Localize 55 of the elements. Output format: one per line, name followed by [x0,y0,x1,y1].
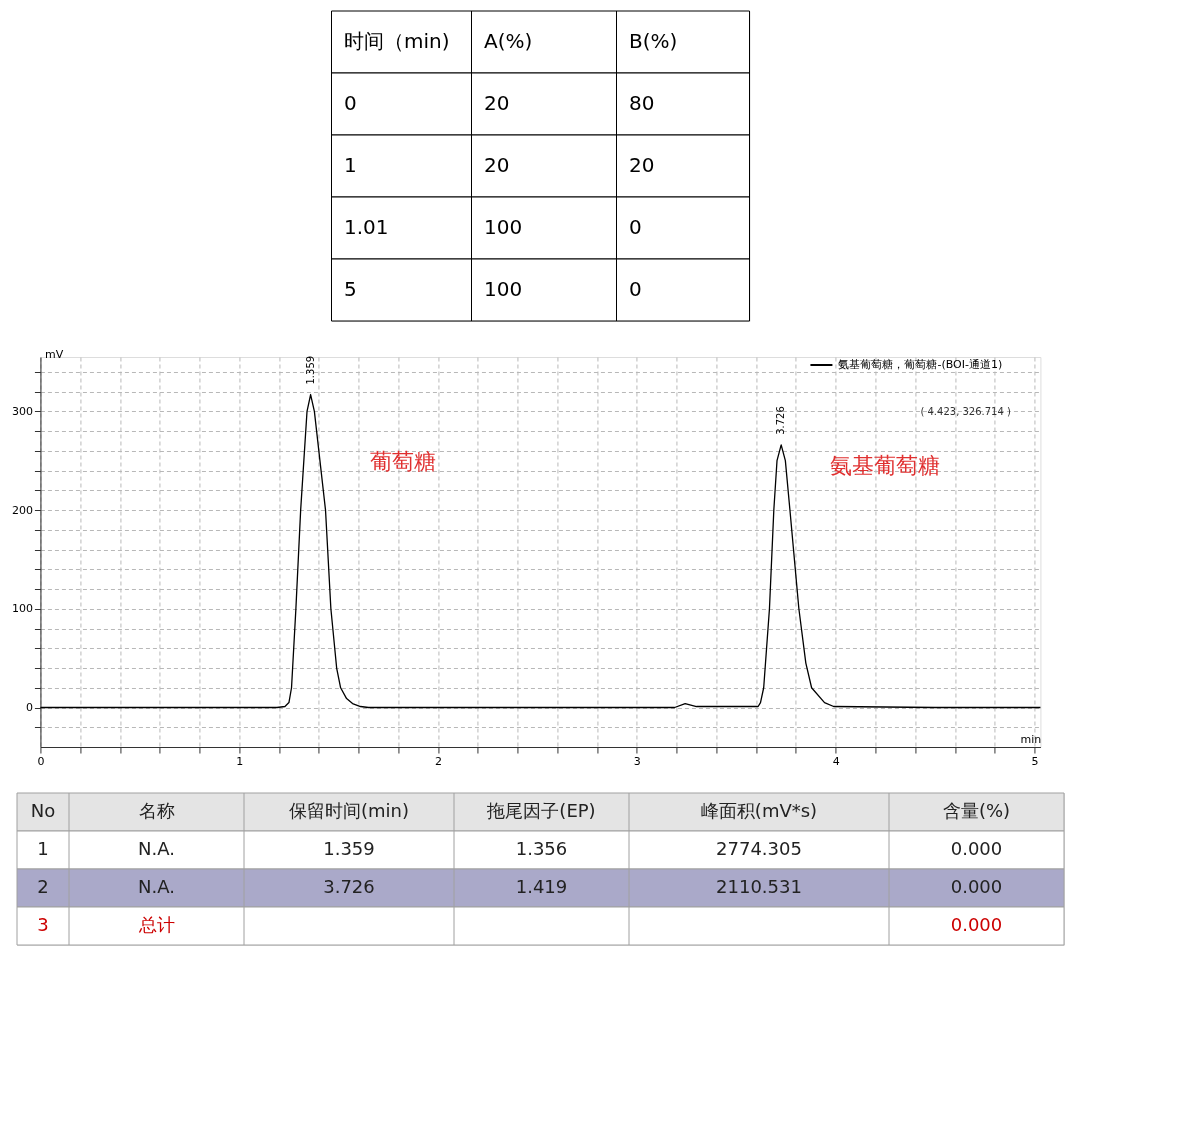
text: 1.01 [344,215,389,239]
y-tick-label: 300 [11,404,33,418]
x-tick-label: 0 [37,754,45,768]
y-tick-label: 0 [25,701,33,715]
x-tick-label: 3 [633,754,641,768]
text: 1.359 [323,838,375,859]
x-axis-title: min [1020,732,1042,746]
category-label: A(%) [484,29,533,53]
text: 20 [484,153,510,177]
category-label: 拖尾因子(EP) [486,800,596,821]
y-axis-title: mV [44,347,64,361]
text: 3 [37,914,49,935]
text: 0 [344,91,357,115]
text: 0.000 [950,914,1003,935]
text: 1.419 [515,876,568,897]
category-label: No [30,800,56,821]
y-tick-label: 200 [11,503,33,517]
annotation: ( 4.423, 326.714 ) [920,405,1012,417]
text: 3.726 [323,876,375,897]
text: 1 [344,153,357,177]
text: 0 [629,277,642,301]
text: 20 [484,91,510,115]
annotation: 葡萄糖 [370,449,437,475]
text: N.A. [138,838,175,859]
text: 2110.531 [716,876,802,897]
category-label: B(%) [629,29,678,53]
annotation: 3.726 [775,406,787,435]
text: 5 [344,277,357,301]
x-tick-label: 2 [435,754,443,768]
category-label: 峰面积(mV*s) [700,800,818,821]
annotation: 氨基葡萄糖 [830,453,941,479]
line-series [39,393,1042,709]
text: 0.000 [950,838,1003,859]
text: 100 [484,215,523,239]
x-tick-label: 1 [236,754,244,768]
text: 2 [37,876,49,897]
category-label: 时间（min) [344,29,450,53]
category-label: 名称 [138,800,175,821]
text: 20 [629,153,655,177]
category-label: 保留时间(min) [289,800,409,821]
text: 2774.305 [716,838,802,859]
annotation: 1.359 [304,355,316,385]
text: 1.356 [515,838,568,859]
text: 0.000 [950,876,1003,897]
text: 80 [629,91,655,115]
y-tick-label: 100 [11,602,33,616]
x-tick-label: 4 [832,754,840,768]
text: 0 [629,215,642,239]
legend-label: 氨基葡萄糖，葡萄糖-(BOI-通道1) [838,358,1003,371]
text: 100 [484,277,523,301]
x-tick-label: 5 [1031,754,1039,768]
text: N.A. [138,876,175,897]
text: 1 [37,838,49,859]
category-label: 含量(%) [942,800,1011,821]
text: 总计 [138,914,175,935]
